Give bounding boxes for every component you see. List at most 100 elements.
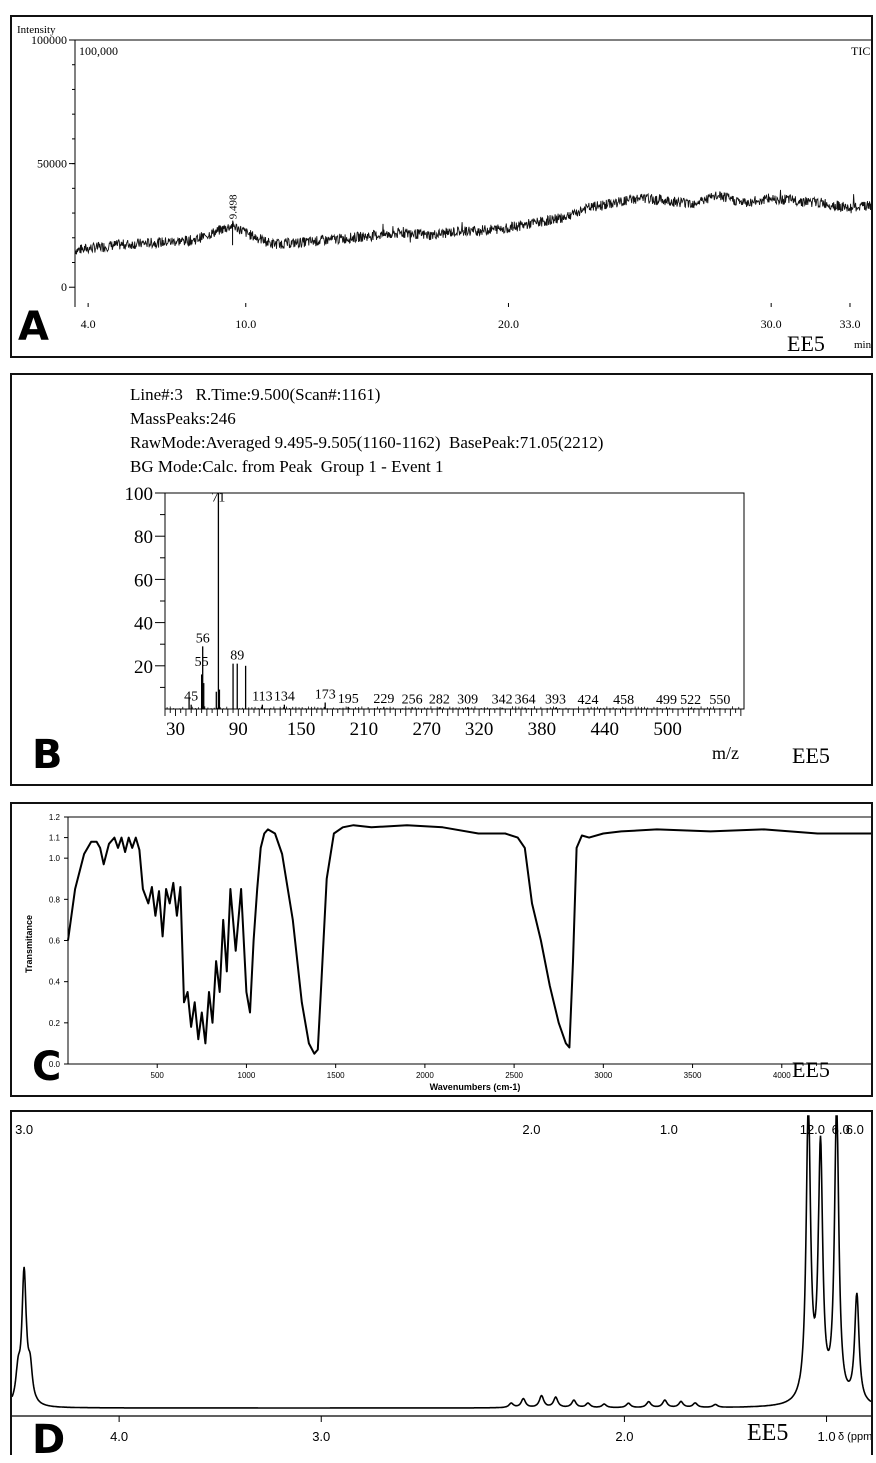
integral-label: 3.0 [15,1122,33,1137]
x-tick-label: 4.0 [110,1429,128,1444]
x-tick-label: 440 [590,719,619,740]
peak-label: 45 [184,690,198,705]
x-tick-label: 1.0 [817,1429,835,1444]
panel-a-letter: A [18,304,49,350]
x-tick-label: 1500 [327,1071,345,1080]
peak-label: 71 [211,491,225,506]
integral-label: 6.0 [846,1122,864,1137]
x-axis-label: Wavenumbers (cm-1) [430,1082,521,1092]
peak-label: 309 [457,692,478,707]
peak-label: 282 [429,692,450,707]
panel-d-letter: D [32,1417,66,1463]
nmr-spectrum-plot: 3.02.01.012.06.06.04.03.02.01.0δ (ppm) [12,1115,871,1444]
peak-label: 55 [195,655,209,670]
x-tick-label: 4000 [773,1071,791,1080]
x-axis-unit: δ (ppm) [838,1431,871,1443]
x-axis-unit: min [854,339,871,351]
panel-d-sample-label: EE5 [747,1420,789,1446]
y-tick-label: 1.1 [49,834,61,843]
spectrum-info-line-3: RawMode:Averaged 9.495-9.505(1160-1162) … [130,433,604,452]
panel-b-mass-spectrum: Line#:3 R.Time:9.500(Scan#:1161) MassPea… [10,373,873,786]
peak-label: 134 [274,690,295,705]
peak-label: 229 [373,692,394,707]
y-tick-label: 20 [134,657,153,678]
peak-label: 113 [252,690,272,705]
y-tick-label: 80 [134,527,153,548]
y-tick-label: 60 [134,570,153,591]
panel-c-ir-spectrum: 0.0 0.2 0.4 0.6 0.8 1.0 1.1 1.2 500 1000 1500 2000 2… [10,802,873,1097]
peak-label: 522 [680,693,701,708]
nmr-trace [12,1115,871,1409]
x-tick-label: 210 [350,719,379,740]
chromatogram-plot: Intensity 100,000 TIC 0 50000 100000 9.498 4.0 1… [17,24,871,351]
panel-d-nmr-spectrum: 3.02.01.012.06.06.04.03.02.01.0δ (ppm) D… [10,1110,873,1460]
integral-label: 2.0 [522,1122,540,1137]
y-tick-label: 100 [125,484,154,505]
peak-label: 458 [613,693,634,708]
peak-label: 173 [315,688,336,703]
x-tick-label: 2000 [416,1071,434,1080]
x-tick-label: 2500 [505,1071,523,1080]
x-tick-label: 30 [166,719,185,740]
x-tick-label: 30.0 [761,317,782,331]
mass-spectrum-plot: 20 40 60 80 100 45 55 56 71 89 113 134 173 195 229 256 2… [125,484,745,763]
ir-spectrum-plot: 0.0 0.2 0.4 0.6 0.8 1.0 1.1 1.2 500 1000 1500 2000 2… [24,813,871,1092]
y-tick-label: 0 [61,280,67,294]
peak-label: 89 [230,649,244,664]
peak-label: 424 [577,693,598,708]
y-tick-label: 40 [134,614,153,635]
peak-label: 550 [709,693,730,708]
x-tick-label: 3500 [684,1071,702,1080]
y-tick-label: 0.6 [49,937,61,946]
ir-trace [67,824,871,1055]
x-tick-label: 500 [653,719,682,740]
y-tick-label: 0.8 [49,895,61,904]
panel-c-letter: C [32,1044,62,1090]
panel-a-sample-label: EE5 [787,331,825,356]
peak-label: 364 [515,693,536,708]
spectrum-info-line-2: MassPeaks:246 [130,409,236,428]
x-tick-label: 2.0 [615,1429,633,1444]
x-tick-label: 10.0 [235,317,256,331]
tic-trace [74,189,871,255]
panel-b-letter: B [32,732,63,778]
scale-label: 100,000 [79,44,118,58]
x-tick-label: 33.0 [839,317,860,331]
x-tick-label: 1000 [238,1071,256,1080]
y-axis-label: Transmitance [24,915,34,973]
y-tick-label: 50000 [37,157,67,171]
x-axis-label: m/z [712,743,739,763]
peak-label: 393 [545,693,566,708]
spectrum-info-line-4: BG Mode:Calc. from Peak Group 1 - Event … [130,457,444,476]
panel-b-sample-label: EE5 [792,743,830,768]
peak-label: 56 [196,631,210,646]
integral-label: 12.0 [800,1122,825,1137]
panel-a-chromatogram: Intensity 100,000 TIC 0 50000 100000 9.498 4.0 1… [10,15,873,358]
x-tick-label: 500 [151,1071,165,1080]
x-tick-label: 380 [528,719,557,740]
y-tick-label: 1.2 [49,813,61,822]
x-tick-label: 4.0 [81,317,96,331]
x-tick-label: 20.0 [498,317,519,331]
x-tick-label: 3000 [594,1071,612,1080]
integral-label: 1.0 [660,1122,678,1137]
peak-label: 256 [402,692,423,707]
trace-label: TIC [851,44,870,58]
x-tick-label: 320 [465,719,494,740]
x-tick-label: 270 [413,719,442,740]
spectrum-info-line-1: Line#:3 R.Time:9.500(Scan#:1161) [130,385,381,404]
panel-c-sample-label: EE5 [792,1057,830,1082]
plot-frame [164,492,745,710]
y-tick-label: 1.0 [49,854,61,863]
y-tick-label: 0.4 [49,978,61,987]
y-tick-label: 100000 [31,33,67,47]
x-tick-label: 90 [229,719,248,740]
peak-label: 342 [492,693,513,708]
x-tick-label: 150 [287,719,316,740]
x-tick-label: 3.0 [312,1429,330,1444]
y-axis-label: Intensity [17,24,56,36]
y-tick-label: 0.2 [49,1019,61,1028]
peak-label: 499 [656,693,677,708]
peak-label: 195 [338,692,359,707]
y-tick-label: 0.0 [49,1060,61,1069]
